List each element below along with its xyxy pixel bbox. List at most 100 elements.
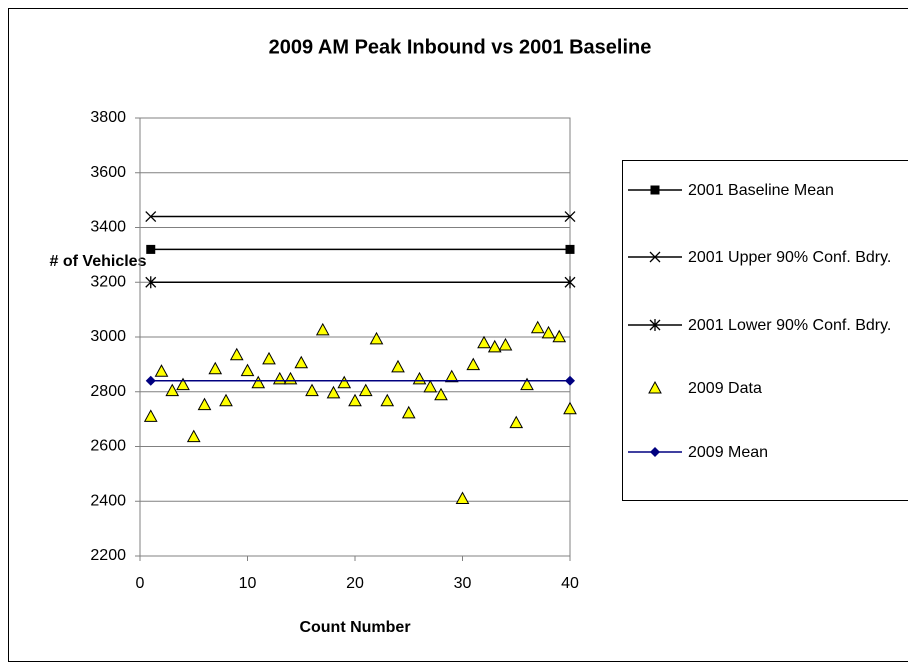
marker-shape — [444, 369, 459, 383]
marker-shape — [563, 401, 577, 415]
data-point — [487, 339, 502, 353]
y-axis-title: # of Vehicles — [50, 253, 147, 270]
marker-shape — [541, 325, 556, 339]
data-point — [541, 325, 556, 339]
data-point — [530, 320, 545, 334]
legend-label: 2009 Mean — [688, 443, 769, 461]
data-point — [498, 337, 513, 351]
marker-shape — [154, 364, 169, 377]
marker-shape — [369, 331, 384, 345]
legend-box — [622, 160, 908, 501]
data-point — [564, 211, 576, 223]
data-point — [145, 375, 156, 386]
chart-title: 2009 AM Peak Inbound vs 2001 Baseline — [269, 36, 652, 58]
marker-shape — [197, 397, 212, 411]
marker-shape — [498, 337, 513, 351]
marker-shape — [487, 339, 502, 353]
data-point — [176, 377, 190, 391]
data-point — [165, 383, 180, 397]
data-point — [326, 385, 341, 399]
marker-shape — [564, 211, 576, 223]
marker-shape — [466, 357, 481, 371]
plot-area — [139, 117, 571, 557]
y-tick-label: 3200 — [90, 273, 126, 290]
data-point — [466, 357, 481, 371]
data-point — [229, 347, 244, 361]
data-point — [509, 415, 524, 429]
data-point — [305, 383, 319, 397]
x-tick-label: 20 — [346, 575, 364, 592]
marker-shape — [455, 491, 470, 505]
legend-marker — [649, 319, 661, 331]
data-point — [348, 393, 362, 407]
marker-shape — [552, 329, 567, 343]
data-point — [434, 387, 448, 401]
marker-shape — [380, 393, 395, 407]
data-point — [262, 351, 276, 365]
data-point — [391, 359, 405, 373]
marker-shape — [208, 361, 223, 375]
data-point — [145, 276, 157, 289]
marker-shape — [391, 359, 405, 373]
marker-shape — [337, 375, 352, 389]
data-point — [145, 211, 157, 223]
data-point — [444, 369, 459, 383]
data-point — [294, 355, 309, 369]
data-point — [240, 363, 255, 377]
marker-shape — [358, 383, 373, 397]
data-point — [552, 329, 567, 343]
data-point — [565, 244, 575, 254]
x-tick-label: 30 — [454, 575, 472, 592]
y-tick-label: 3800 — [90, 109, 126, 126]
data-point — [565, 375, 575, 386]
x-axis-title: Count Number — [299, 619, 410, 636]
data-point — [401, 405, 416, 419]
x-tick-label: 10 — [239, 575, 257, 592]
legend-label: 2001 Lower 90% Conf. Bdry. — [688, 316, 892, 334]
y-tick-label: 3600 — [90, 164, 126, 181]
marker-shape — [649, 319, 661, 331]
data-point — [563, 401, 577, 415]
marker-shape — [423, 379, 438, 393]
marker-shape — [530, 320, 545, 334]
data-point — [146, 244, 156, 254]
marker-shape — [146, 244, 156, 254]
y-tick-label: 2200 — [90, 547, 126, 564]
y-tick-label: 3000 — [90, 328, 126, 345]
marker-shape — [240, 363, 255, 377]
legend-marker — [648, 380, 662, 394]
data-point — [154, 364, 169, 377]
marker-shape — [229, 347, 244, 361]
x-tick-label: 0 — [136, 575, 145, 592]
data-point — [477, 335, 491, 349]
marker-shape — [650, 447, 660, 457]
y-tick-label: 2600 — [90, 438, 126, 455]
marker-shape — [401, 405, 416, 419]
legend-label: 2009 Data — [688, 379, 762, 397]
marker-shape — [509, 415, 524, 429]
data-point — [315, 322, 330, 336]
marker-shape — [477, 335, 491, 349]
marker-shape — [564, 276, 576, 289]
y-tick-label: 2400 — [90, 492, 126, 509]
marker-shape — [326, 385, 341, 399]
data-point — [455, 491, 470, 505]
data-point — [143, 409, 158, 422]
marker-shape — [348, 393, 362, 407]
data-point — [208, 361, 223, 375]
marker-shape — [176, 377, 190, 391]
marker-shape — [294, 355, 309, 369]
marker-shape — [649, 251, 661, 263]
marker-shape — [145, 375, 156, 386]
data-point — [219, 393, 233, 407]
legend-label: 2001 Baseline Mean — [688, 181, 834, 199]
data-point — [251, 375, 266, 389]
y-tick-label: 3400 — [90, 219, 126, 236]
data-point — [369, 331, 384, 345]
marker-shape — [565, 244, 575, 254]
marker-shape — [520, 377, 534, 391]
marker-shape — [650, 185, 660, 195]
marker-shape — [143, 409, 158, 422]
legend-label: 2001 Upper 90% Conf. Bdry. — [688, 248, 892, 266]
